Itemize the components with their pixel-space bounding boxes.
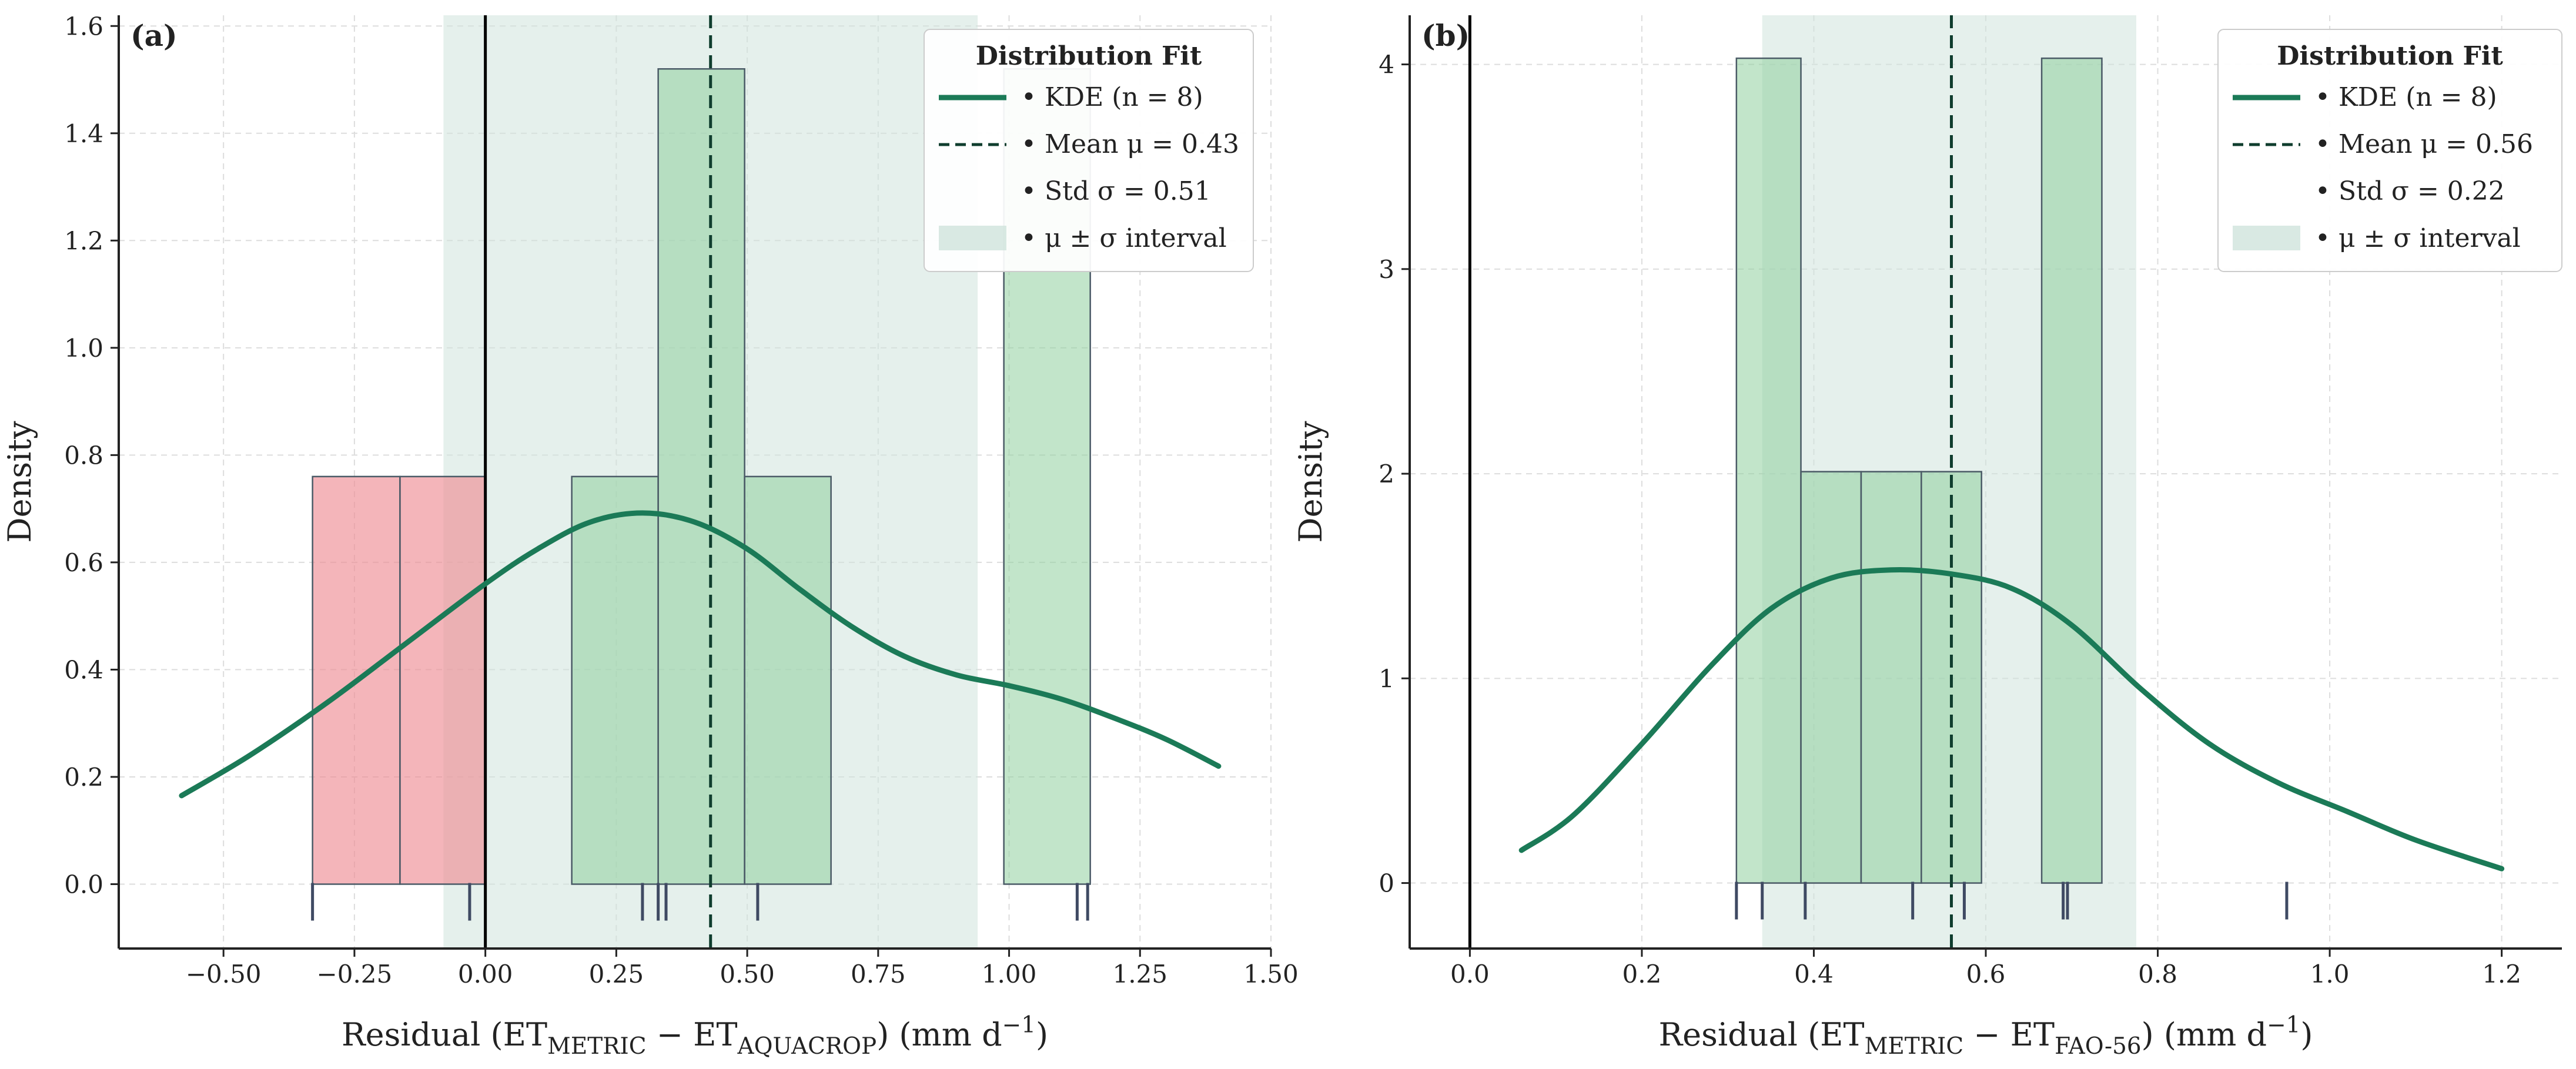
y-tick-label: 0: [1379, 869, 1394, 898]
x-tick-label: 1.50: [1243, 960, 1299, 988]
y-axis-title: Density: [1, 421, 38, 543]
y-tick-label: 0.8: [64, 441, 103, 470]
histogram-bar: [399, 475, 486, 885]
legend: Distribution Fit • KDE (n = 8) • Mean μ = …: [2217, 29, 2562, 272]
legend: Distribution Fit • KDE (n = 8) • Mean μ = …: [924, 29, 1254, 272]
legend-title: Distribution Fit: [976, 41, 1202, 71]
legend-box: [924, 29, 1254, 272]
x-tick-label: 0.4: [1794, 960, 1834, 988]
x-tick-label: 0.50: [720, 960, 775, 988]
legend-box: [2217, 29, 2562, 272]
histogram-bar: [1800, 471, 1862, 884]
x-tick-label: 1.00: [982, 960, 1037, 988]
y-tick-label: 1.0: [64, 334, 103, 363]
histogram-bar: [571, 475, 659, 885]
legend-entry: • Std σ = 0.51: [1021, 176, 1211, 206]
panel-b: 0.0 0.2 0.4 0.6 0.8 1.0 1.2 0 1 2 3 4 Density Residua…: [1292, 15, 2562, 1060]
kde-curve: [179, 510, 1222, 799]
panel-label: (b): [1421, 18, 1470, 53]
legend-interval-handle: [2233, 226, 2300, 250]
legend-entry: • μ ± σ interval: [2315, 223, 2521, 253]
x-tick-label: 1.0: [2310, 960, 2350, 988]
legend-entry: • Mean μ = 0.56: [2315, 129, 2533, 159]
x-tick-label: 0.00: [458, 960, 513, 988]
histogram-bar: [1860, 471, 1922, 884]
x-axis-title: Residual (ETMETRIC − ETAQUACROP) (mm d−1…: [342, 1012, 1048, 1060]
histogram-bar: [2040, 57, 2103, 884]
y-tick-label: 0.6: [64, 548, 103, 577]
y-tick-label: 0.2: [64, 763, 103, 792]
legend-entry: • KDE (n = 8): [1021, 82, 1203, 112]
y-tick-label: 2: [1379, 460, 1394, 488]
kde-curve: [1518, 567, 2505, 872]
x-axis-title: Residual (ETMETRIC − ETFAO-56) (mm d−1): [1659, 1012, 2313, 1060]
y-tick-label: 1.4: [64, 119, 103, 148]
x-tick-label: 0.6: [1966, 960, 2006, 988]
y-tick-label: 3: [1379, 255, 1394, 284]
x-tick-label: 0.75: [851, 960, 906, 988]
legend-title: Distribution Fit: [2277, 41, 2503, 71]
panel-label: (a): [131, 18, 178, 53]
x-tick-label: 1.25: [1113, 960, 1168, 988]
y-tick-label: 1.2: [64, 226, 103, 255]
y-tick-label: 0.0: [64, 870, 103, 899]
panel-a: −0.50 −0.25 0.00 0.25 0.50 0.75 1.00 1.25 1.50 0.…: [1, 12, 1299, 1060]
histogram-bar: [1735, 57, 1802, 884]
x-tick-label: −0.25: [317, 960, 393, 988]
legend-entry: • Mean μ = 0.43: [1021, 129, 1239, 159]
x-tick-label: 0.2: [1622, 960, 1662, 988]
histogram-bar: [744, 475, 832, 885]
histogram-bar: [657, 68, 745, 885]
y-axis-title: Density: [1292, 421, 1329, 543]
x-tick-label: 0.25: [589, 960, 644, 988]
legend-entry: • KDE (n = 8): [2315, 82, 2497, 112]
y-tick-label: 1: [1379, 664, 1394, 693]
legend-interval-handle: [939, 226, 1006, 250]
x-tick-label: 0.0: [1450, 960, 1490, 988]
legend-entry: • μ ± σ interval: [1021, 223, 1227, 253]
x-tick-label: 1.2: [2482, 960, 2521, 988]
y-tick-label: 0.4: [64, 655, 103, 684]
x-tick-label: 0.8: [2138, 960, 2177, 988]
legend-entry: • Std σ = 0.22: [2315, 176, 2505, 206]
x-tick-label: −0.50: [186, 960, 262, 988]
y-tick-label: 4: [1379, 51, 1394, 79]
y-tick-label: 1.6: [64, 12, 103, 41]
